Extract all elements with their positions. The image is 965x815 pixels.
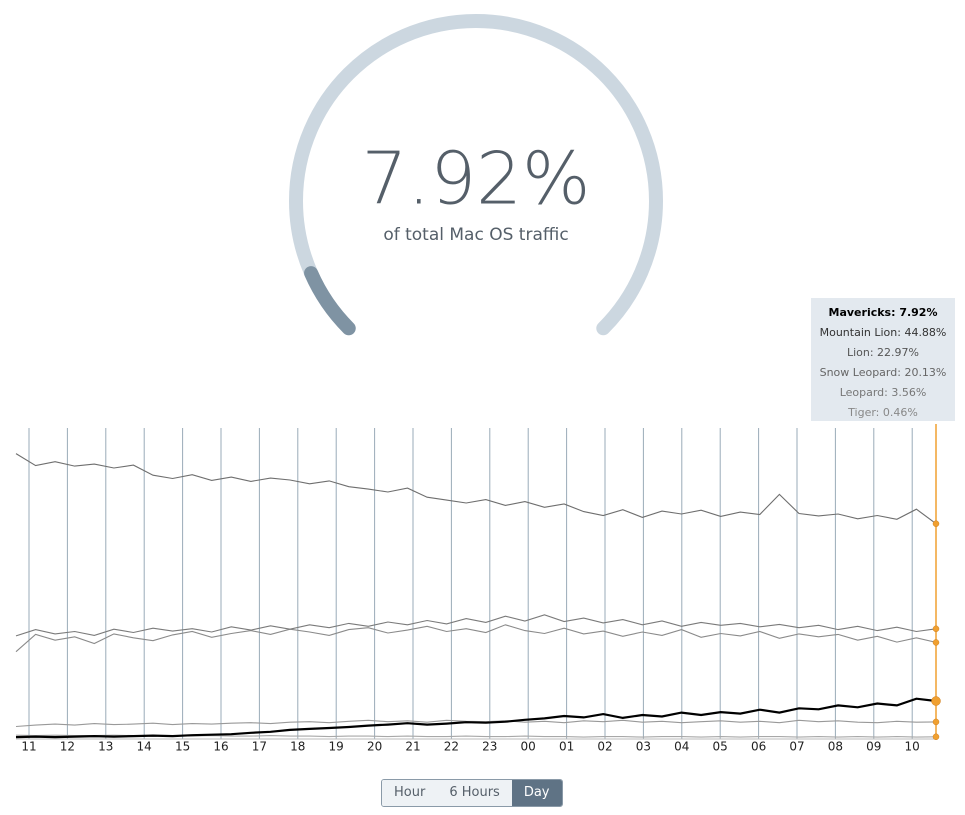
hover-point (932, 520, 940, 527)
x-tick-label: 23 (482, 740, 497, 754)
x-tick-label: 21 (405, 740, 420, 754)
x-tick-label: 10 (905, 740, 920, 754)
hover-point (932, 639, 940, 646)
series-line (15, 697, 937, 739)
x-tick-label: 08 (828, 740, 843, 754)
hover-point (932, 733, 940, 741)
x-tick-label: 02 (597, 740, 612, 754)
series-line (15, 453, 937, 525)
tooltip-item: Mavericks: 7.92% (828, 306, 938, 319)
x-tick-label: 03 (636, 740, 651, 754)
x-tick-label: 22 (444, 740, 459, 754)
gauge-value-arc (304, 266, 356, 336)
gauge-subtitle: of total Mac OS traffic (383, 225, 568, 245)
x-tick-label: 20 (367, 740, 382, 754)
hover-point (931, 696, 941, 706)
tooltip-item: Mountain Lion: 44.88% (819, 326, 947, 339)
series-line (15, 624, 937, 653)
tooltip-item: Leopard: 3.56% (839, 386, 927, 399)
x-tick-label: 14 (137, 740, 152, 754)
x-tick-label: 17 (252, 740, 267, 754)
x-tick-label: 07 (789, 740, 804, 754)
tooltip: Mavericks: 7.92% Mountain Lion: 44.88% Lio… (811, 298, 955, 421)
tooltip-item: Snow Leopard: 20.13% (819, 366, 947, 379)
range-button[interactable]: Day (511, 780, 562, 806)
range-button[interactable]: Hour (382, 780, 438, 806)
x-tick-label: 09 (866, 740, 881, 754)
x-tick-label: 01 (559, 740, 574, 754)
x-tick-label: 04 (674, 740, 689, 754)
x-tick-label: 00 (521, 740, 536, 754)
tooltip-item: Tiger: 0.46% (848, 406, 918, 419)
x-tick-label: 15 (175, 740, 190, 754)
x-tick-label: 13 (98, 740, 113, 754)
range-button[interactable]: 6 Hours (437, 780, 512, 806)
x-tick-label: 19 (329, 740, 344, 754)
x-tick-label: 18 (290, 740, 305, 754)
series-line (15, 614, 937, 637)
x-tick-label: 05 (713, 740, 728, 754)
gauge-track (289, 14, 663, 336)
x-tick-label: 16 (213, 740, 228, 754)
x-tick-label: 12 (60, 740, 75, 754)
x-tick-label: 06 (751, 740, 766, 754)
tooltip-item: Lion: 22.97% (846, 346, 920, 359)
hover-point (932, 625, 940, 633)
range-buttons: Hour 6 Hours Day (381, 779, 563, 807)
gauge-value-label: 7.92% (362, 137, 591, 221)
hover-point (932, 718, 940, 726)
x-tick-label: 11 (21, 740, 36, 754)
